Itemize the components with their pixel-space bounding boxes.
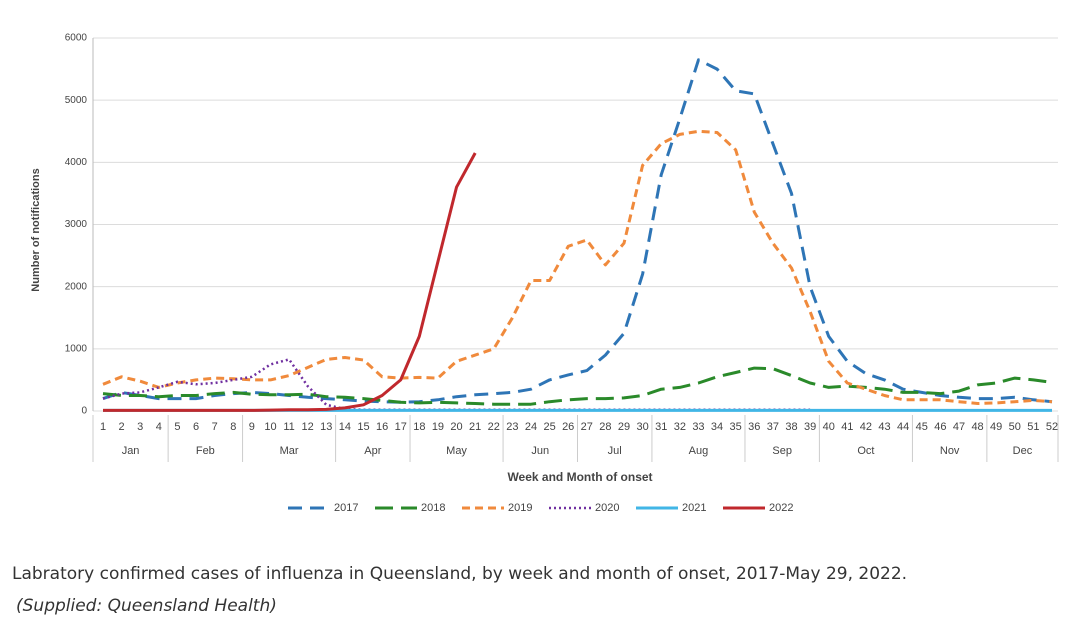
x-tick-label: 14 xyxy=(339,421,351,433)
line-0 xyxy=(102,58,1053,404)
month-label: Jan xyxy=(122,445,140,457)
x-tick-label: 30 xyxy=(637,421,649,433)
legend-label: 2017 xyxy=(334,502,358,514)
x-tick-label: 4 xyxy=(156,421,162,433)
x-tick-label: 27 xyxy=(581,421,593,433)
x-tick-label: 34 xyxy=(711,421,723,433)
line-1 xyxy=(102,366,1053,406)
x-tick-label: 26 xyxy=(562,421,574,433)
legend-label: 2021 xyxy=(682,502,706,514)
x-tick-label: 15 xyxy=(357,421,369,433)
month-label: Feb xyxy=(196,445,215,457)
x-tick-label: 31 xyxy=(655,421,667,433)
month-label: Apr xyxy=(364,445,381,457)
x-tick-label: 6 xyxy=(193,421,199,433)
x-tick-label: 32 xyxy=(674,421,686,433)
month-label: Sep xyxy=(772,445,792,457)
x-tick-label: 10 xyxy=(264,421,276,433)
source: (Supplied: Queensland Health) xyxy=(16,596,277,616)
line-3 xyxy=(102,358,811,412)
x-tick-label: 21 xyxy=(469,421,481,433)
x-tick-label: 40 xyxy=(823,421,835,433)
x-tick-label: 13 xyxy=(320,421,332,433)
x-tick-label: 37 xyxy=(767,421,779,433)
month-label: May xyxy=(446,445,467,457)
month-label: Dec xyxy=(1013,445,1033,457)
month-label: Mar xyxy=(280,445,299,457)
x-tick-label: 48 xyxy=(971,421,983,433)
x-tick-label: 18 xyxy=(413,421,425,433)
x-tick-label: 17 xyxy=(395,421,407,433)
y-tick-label: 4000 xyxy=(65,157,88,168)
x-tick-label: 28 xyxy=(599,421,611,433)
x-tick-label: 41 xyxy=(841,421,853,433)
y-tick-label: 2000 xyxy=(65,281,88,292)
x-tick-label: 38 xyxy=(785,421,797,433)
x-tick-label: 16 xyxy=(376,421,388,433)
x-tick-label: 51 xyxy=(1027,421,1039,433)
x-tick-label: 45 xyxy=(916,421,928,433)
x-tick-label: 11 xyxy=(283,421,294,433)
x-tick-label: 39 xyxy=(804,421,816,433)
month-label: Jul xyxy=(608,445,622,457)
y-tick-label: 6000 xyxy=(65,33,88,44)
y-tick-label: 1000 xyxy=(65,343,88,354)
legend-label: 2018 xyxy=(421,502,445,514)
x-tick-label: 46 xyxy=(934,421,946,433)
month-label: Aug xyxy=(689,445,709,457)
x-tick-label: 3 xyxy=(137,421,143,433)
x-tick-label: 42 xyxy=(860,421,872,433)
x-tick-label: 25 xyxy=(543,421,555,433)
month-label: Nov xyxy=(940,445,960,457)
x-tick-label: 50 xyxy=(1009,421,1021,433)
month-label: Jun xyxy=(531,445,549,457)
x-tick-label: 36 xyxy=(748,421,760,433)
legend-label: 2020 xyxy=(595,502,619,514)
y-axis-label: Number of notifications xyxy=(30,168,42,291)
x-tick-label: 20 xyxy=(450,421,462,433)
x-tick-label: 7 xyxy=(212,421,218,433)
x-tick-label: 9 xyxy=(249,421,255,433)
x-tick-label: 49 xyxy=(990,421,1002,433)
y-tick-label: 3000 xyxy=(65,219,88,230)
x-tick-label: 43 xyxy=(878,421,890,433)
x-tick-label: 29 xyxy=(618,421,630,433)
x-tick-label: 19 xyxy=(432,421,444,433)
x-tick-label: 24 xyxy=(525,421,537,433)
chart: Number of notifications Week and Month o… xyxy=(30,33,1059,514)
x-tick-label: 47 xyxy=(953,421,965,433)
caption: Labratory confirmed cases of influenza i… xyxy=(12,564,908,584)
x-tick-label: 33 xyxy=(692,421,704,433)
x-tick-label: 44 xyxy=(897,421,909,433)
x-tick-label: 8 xyxy=(230,421,236,433)
x-tick-label: 12 xyxy=(302,421,314,433)
x-tick-label: 22 xyxy=(488,421,500,433)
x-tick-label: 35 xyxy=(730,421,742,433)
y-tick-label: 5000 xyxy=(65,95,88,106)
legend-label: 2022 xyxy=(769,502,793,514)
month-label: Oct xyxy=(857,445,874,457)
x-tick-label: 23 xyxy=(506,421,518,433)
x-tick-label: 5 xyxy=(174,421,180,433)
x-tick-label: 52 xyxy=(1046,421,1058,433)
x-tick-label: 2 xyxy=(119,421,125,433)
legend-label: 2019 xyxy=(508,502,532,514)
y-tick-label: 0 xyxy=(81,406,87,417)
line-2 xyxy=(102,129,1053,405)
x-axis-label: Week and Month of onset xyxy=(507,470,652,484)
line-5 xyxy=(103,152,477,412)
x-tick-label: 1 xyxy=(100,421,106,433)
